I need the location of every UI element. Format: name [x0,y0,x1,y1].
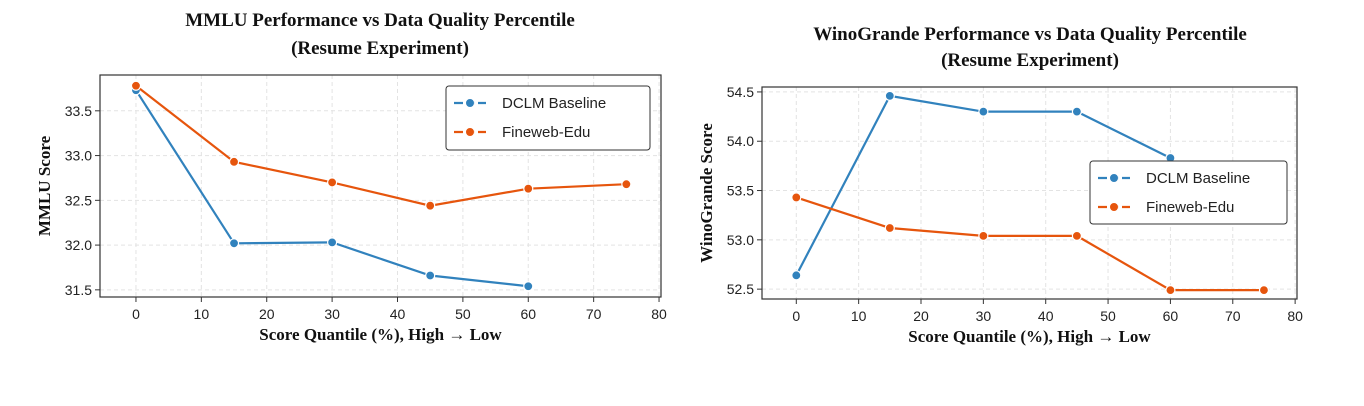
data-point-fineweb [621,179,632,190]
x-tick-label: 60 [520,306,536,322]
x-tick-label: 80 [651,306,667,322]
chart-title-line: (Resume Experiment) [941,50,1119,71]
legend-label: Fineweb-Edu [1146,199,1234,216]
x-tick-label: 60 [1163,308,1179,324]
x-tick-label: 40 [390,306,406,322]
x-tick-label: 50 [1100,308,1116,324]
data-point-fineweb [327,177,338,188]
x-tick-label: 10 [851,308,867,324]
chart-2: WinoGrande Performance vs Data Quality P… [697,24,1303,346]
data-point-dclm [884,90,895,101]
legend-label: Fineweb-Edu [502,124,590,141]
legend-label: DCLM Baseline [502,95,606,112]
plot-frame [761,86,1298,300]
data-point-dclm [425,270,436,281]
data-point-fineweb [1071,230,1082,241]
y-axis-label: MMLU Score [35,135,54,236]
series-line-fineweb [795,196,1264,292]
x-axis-label: Score Quantile (%), High → Low [259,325,502,344]
series-line-fineweb [135,84,627,207]
chart-title-line: (Resume Experiment) [291,38,469,59]
x-tick-label: 70 [1225,308,1241,324]
chart-title-line: WinoGrande Performance vs Data Quality P… [813,24,1247,45]
x-tick-label: 70 [586,306,602,322]
y-tick-label: 33.0 [65,148,92,164]
x-tick-label: 10 [194,306,210,322]
legend-box [445,85,651,151]
x-tick-label: 0 [792,308,800,324]
data-point-fineweb [978,230,989,241]
data-point-fineweb [1258,285,1270,296]
data-point-fineweb [228,156,240,167]
y-tick-label: 54.0 [727,133,754,149]
y-tick-label: 31.5 [65,282,92,298]
data-point-fineweb [130,80,142,91]
plot-frame [99,74,662,298]
data-point-dclm [523,281,534,292]
data-point-fineweb [884,222,895,234]
chart-title-line: MMLU Performance vs Data Quality Percent… [185,10,575,31]
legend-box [1089,160,1288,225]
data-point-dclm [1071,106,1082,117]
y-tick-label: 33.5 [65,103,92,119]
y-tick-label: 53.5 [727,183,754,199]
data-point-dclm [791,270,802,281]
chart-1: MMLU Performance vs Data Quality Percent… [35,10,667,344]
legend-swatch-marker [1109,202,1119,212]
data-point-fineweb [791,192,802,203]
x-tick-label: 40 [1038,308,1054,324]
legend: DCLM Baseline Fineweb-Edu [1089,160,1288,225]
legend-label: DCLM Baseline [1146,170,1250,187]
x-tick-label: 30 [324,306,340,322]
y-tick-label: 32.5 [65,192,92,208]
data-point-dclm [228,238,240,249]
legend-swatch-marker [1109,173,1119,183]
x-tick-label: 30 [976,308,992,324]
x-tick-label: 50 [455,306,471,322]
legend: DCLM Baseline Fineweb-Edu [445,85,651,151]
x-tick-label: 0 [132,306,140,322]
x-axis-label: Score Quantile (%), High → Low [908,327,1151,346]
data-point-fineweb [523,183,534,194]
x-tick-label: 20 [259,306,275,322]
y-tick-label: 32.0 [65,237,92,253]
legend-swatch-marker [465,98,475,108]
y-axis-label: WinoGrande Score [697,123,716,263]
data-point-dclm [327,237,338,248]
data-point-fineweb [425,200,436,211]
y-tick-label: 54.5 [727,84,754,100]
y-tick-label: 52.5 [727,281,754,297]
data-point-fineweb [1165,285,1176,296]
x-tick-label: 80 [1287,308,1303,324]
data-point-dclm [978,106,989,117]
legend-swatch-marker [465,127,475,137]
x-tick-label: 20 [913,308,929,324]
y-tick-label: 53.0 [727,232,754,248]
